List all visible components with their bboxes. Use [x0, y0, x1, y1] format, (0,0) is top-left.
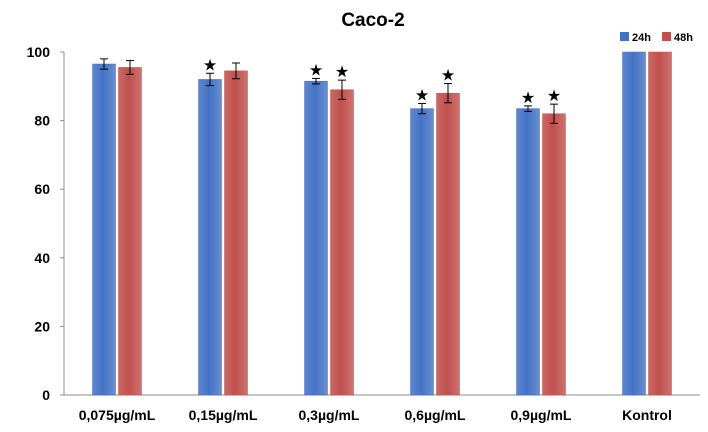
bar-24h-5 — [622, 51, 646, 396]
significance-star: ★ — [203, 55, 217, 74]
chart-title: Caco-2 — [341, 10, 404, 31]
significance-star: ★ — [309, 60, 323, 79]
legend-label-24h: 24h — [632, 32, 651, 44]
x-tick-label: 0,15µg/mL — [189, 407, 258, 423]
x-axis: 0,075µg/mL 0,15µg/mL 0,3µg/mL 0,6µg/mL 0,9µg… — [64, 394, 700, 423]
legend-swatch-48h — [662, 32, 671, 41]
significance-star: ★ — [441, 66, 455, 85]
legend: 24h 48h — [620, 32, 693, 44]
significance-star: ★ — [335, 62, 349, 81]
bar-24h-0 — [92, 63, 116, 396]
significance-star: ★ — [415, 85, 429, 104]
bar-24h-2 — [304, 80, 328, 396]
legend-swatch-24h — [620, 32, 629, 41]
y-tick-label: 60 — [34, 181, 50, 197]
x-tick-label: Kontrol — [622, 407, 672, 423]
bar-48h-4 — [542, 113, 566, 396]
x-tick-label: 0,6µg/mL — [405, 407, 466, 423]
bar-24h-3 — [410, 108, 434, 396]
bar-series-group: ★ ★ ★ ★ ★ ★ ★ — [92, 51, 672, 396]
bar-48h-0 — [118, 67, 142, 396]
significance-star: ★ — [547, 86, 561, 105]
bar-24h-4 — [516, 108, 540, 396]
significance-star: ★ — [521, 88, 535, 107]
bar-48h-1 — [224, 70, 248, 396]
bar-24h-1 — [198, 79, 222, 396]
y-tick-label: 100 — [27, 44, 51, 60]
bar-48h-2 — [330, 89, 354, 396]
y-axis: 0 20 40 60 80 100 — [27, 44, 65, 403]
x-tick-label: 0,9µg/mL — [511, 407, 572, 423]
y-tick-label: 0 — [42, 387, 50, 403]
y-tick-label: 40 — [34, 250, 50, 266]
bar-48h-5 — [648, 51, 672, 396]
x-tick-label: 0,075µg/mL — [79, 407, 156, 423]
x-tick-label: 0,3µg/mL — [299, 407, 360, 423]
legend-label-48h: 48h — [674, 32, 693, 44]
y-tick-label: 80 — [34, 113, 50, 129]
bar-48h-3 — [436, 92, 460, 396]
y-tick-label: 20 — [34, 318, 50, 334]
